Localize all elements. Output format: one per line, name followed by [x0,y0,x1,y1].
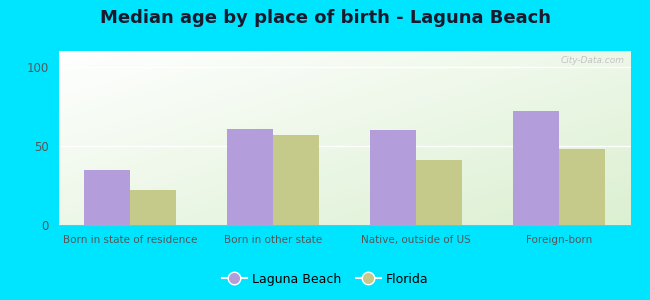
Text: City-Data.com: City-Data.com [561,56,625,65]
Bar [514,111,559,225]
Bar [227,128,273,225]
Bar [559,149,604,225]
Bar [416,160,462,225]
Legend: Laguna Beach, Florida: Laguna Beach, Florida [216,268,434,291]
Bar [84,169,130,225]
Bar [273,135,318,225]
Bar [370,130,416,225]
Bar [130,190,176,225]
Text: Median age by place of birth - Laguna Beach: Median age by place of birth - Laguna Be… [99,9,551,27]
